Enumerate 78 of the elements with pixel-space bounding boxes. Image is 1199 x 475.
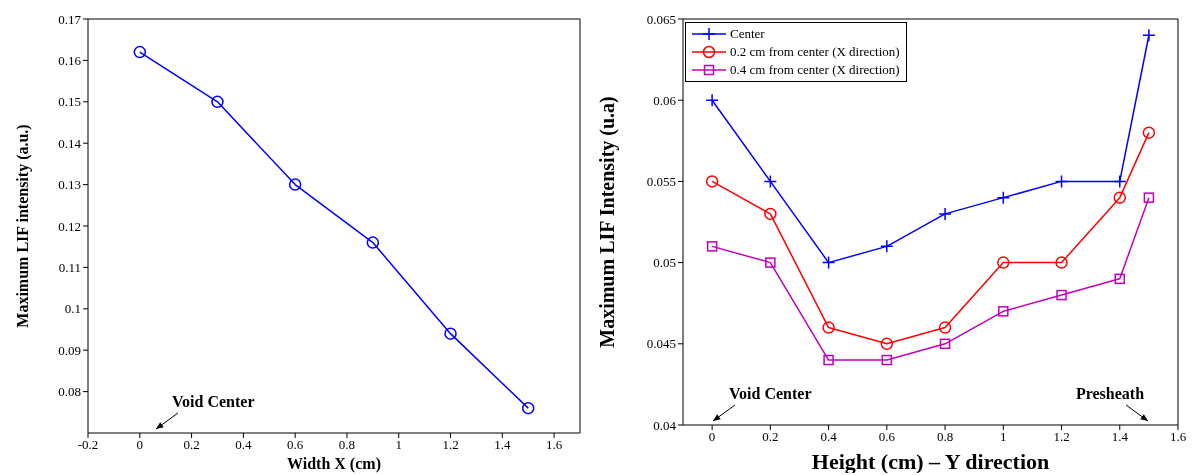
point bbox=[765, 257, 776, 268]
point bbox=[1142, 28, 1156, 42]
x-tick-label: 0.8 bbox=[936, 429, 954, 445]
point bbox=[1055, 256, 1068, 269]
x-tick-label: 0 bbox=[136, 437, 144, 453]
y-tick-label: 0.13 bbox=[58, 177, 81, 193]
x-tick-label: 1.6 bbox=[1169, 429, 1187, 445]
point bbox=[1142, 126, 1156, 139]
x-tick-label: 1.2 bbox=[1053, 429, 1070, 445]
y-tick-label: 0.05 bbox=[653, 255, 676, 271]
y-tick-label: 0.065 bbox=[646, 11, 676, 27]
point bbox=[444, 327, 457, 340]
legend-label: 0.4 cm from center (X direction) bbox=[730, 62, 900, 78]
y-tick-label: 0.17 bbox=[58, 11, 82, 27]
point bbox=[939, 338, 951, 350]
point bbox=[996, 190, 1011, 205]
y-axis-title: Maximum LIF Intensity (u.a) bbox=[596, 96, 620, 348]
point bbox=[1114, 273, 1126, 285]
x-tick-label: 0.2 bbox=[183, 437, 200, 453]
point bbox=[1054, 174, 1069, 189]
point bbox=[880, 239, 894, 254]
y-tick-label: 0.12 bbox=[58, 218, 81, 234]
x-tick-label: 0.2 bbox=[762, 429, 779, 445]
point bbox=[880, 337, 894, 351]
point bbox=[1113, 191, 1127, 204]
y-tick-label: 0.055 bbox=[646, 174, 676, 190]
annotation: Presheath bbox=[1075, 385, 1145, 402]
point bbox=[821, 255, 836, 270]
point bbox=[288, 178, 302, 191]
point bbox=[706, 241, 718, 252]
y-tick-label: 0.1 bbox=[64, 301, 81, 317]
x-tick-label: 1.4 bbox=[494, 437, 511, 453]
x-tick-label: 0.6 bbox=[878, 429, 896, 445]
point bbox=[705, 93, 719, 107]
point bbox=[763, 174, 778, 189]
point bbox=[764, 207, 777, 221]
x-tick-label: 0.4 bbox=[235, 437, 252, 453]
point bbox=[705, 175, 719, 188]
point bbox=[1113, 174, 1127, 189]
point bbox=[823, 354, 834, 366]
y-tick-label: 0.11 bbox=[58, 260, 81, 276]
point bbox=[133, 45, 147, 59]
point bbox=[938, 207, 952, 221]
x-tick-label: 1 bbox=[1000, 429, 1007, 445]
y-tick-label: 0.16 bbox=[58, 53, 82, 69]
annotation: Void Center bbox=[172, 393, 255, 410]
point bbox=[997, 256, 1010, 269]
y-axis-title: Maximum LIF intensity (a.u.) bbox=[13, 124, 32, 328]
point bbox=[998, 306, 1009, 317]
x-tick-label: 1.4 bbox=[1111, 429, 1129, 445]
legend-label: 0.2 cm from center (X direction) bbox=[730, 44, 900, 60]
point bbox=[881, 354, 893, 366]
point bbox=[1056, 289, 1067, 301]
point bbox=[211, 95, 224, 109]
y-tick-label: 0.04 bbox=[653, 417, 677, 433]
x-tick-label: -0.2 bbox=[77, 437, 99, 453]
point bbox=[521, 401, 535, 415]
x-tick-label: 1 bbox=[395, 437, 402, 453]
y-tick-label: 0.06 bbox=[653, 92, 677, 108]
x-tick-label: 1.6 bbox=[545, 437, 563, 453]
point bbox=[366, 236, 380, 249]
x-axis-title: Width X (cm) bbox=[287, 455, 381, 473]
x-tick-label: 1.2 bbox=[442, 437, 459, 453]
x-tick-label: 0.4 bbox=[820, 429, 838, 445]
y-tick-label: 0.14 bbox=[58, 135, 82, 151]
y-tick-label: 0.09 bbox=[58, 342, 81, 358]
y-tick-label: 0.045 bbox=[646, 336, 676, 352]
y-tick-label: 0.15 bbox=[58, 94, 81, 110]
point bbox=[1143, 192, 1155, 203]
x-axis-title: Height (cm) – Y direction bbox=[811, 449, 1050, 474]
annotation: Void Center bbox=[729, 385, 812, 402]
x-tick-label: 0 bbox=[708, 429, 716, 445]
legend-label: Center bbox=[730, 26, 765, 42]
point bbox=[822, 321, 835, 334]
x-tick-label: 0.8 bbox=[338, 437, 356, 453]
x-tick-label: 0.6 bbox=[287, 437, 304, 453]
y-tick-label: 0.08 bbox=[58, 384, 81, 400]
point bbox=[938, 321, 952, 334]
